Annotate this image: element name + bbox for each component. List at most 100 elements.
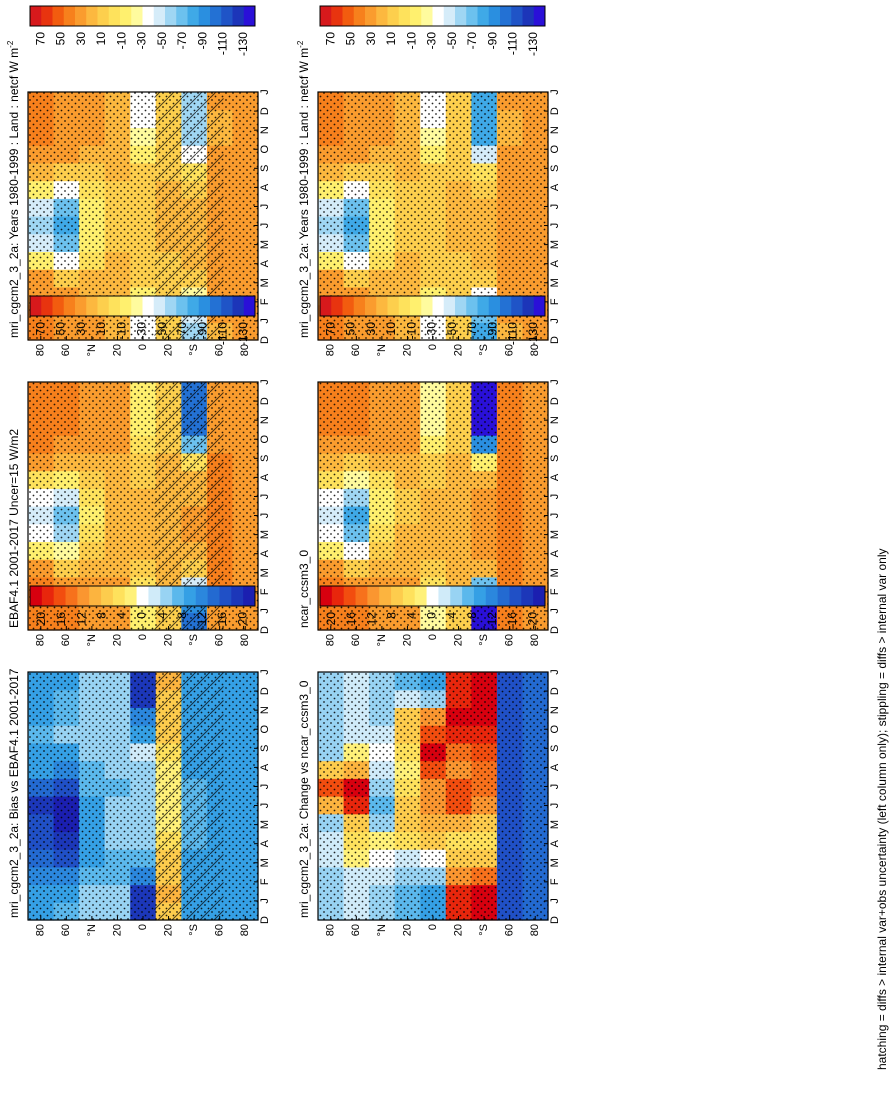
colorbar-label: -70	[465, 322, 479, 340]
colorbar-label: -4	[445, 612, 459, 623]
month-tick-label: D	[259, 687, 271, 695]
month-tick-label: M	[549, 278, 561, 287]
colorbar-label: -30	[425, 322, 439, 340]
lat-tick-label: 20	[453, 634, 465, 646]
month-tick-label: M	[549, 568, 561, 577]
colorbar-swatch	[500, 6, 512, 26]
colorbar-swatch	[387, 296, 400, 316]
month-tick-label: N	[259, 126, 271, 134]
colorbar-label: 16	[344, 612, 358, 626]
month-tick-label: A	[259, 259, 271, 267]
month-tick-label: J	[259, 608, 271, 614]
colorbar-swatch	[488, 6, 501, 26]
month-tick-label: O	[549, 434, 561, 443]
lat-tick-label: °N	[86, 634, 98, 646]
colorbar-swatch	[450, 586, 463, 606]
colorbar-swatch	[365, 296, 377, 316]
month-tick-label: S	[259, 455, 271, 462]
lat-tick-label: °N	[86, 344, 98, 356]
panel-title: mri_cgcm2_3_2a: Change vs ncar_ccsm3_0	[297, 680, 311, 918]
month-tick-label: N	[549, 126, 561, 134]
colorbar-swatch	[522, 296, 535, 316]
colorbar-label: -10	[404, 322, 418, 340]
colorbar-swatch	[477, 296, 490, 316]
month-tick-label: A	[549, 549, 561, 557]
colorbar-swatch	[101, 586, 114, 606]
colorbar-swatch	[120, 296, 132, 316]
colorbar-frame	[319, 5, 546, 27]
colorbar-swatch	[410, 6, 422, 26]
colorbar-swatch	[63, 6, 76, 26]
colorbar-swatch	[462, 586, 475, 606]
colorbar-label: -130	[236, 322, 250, 346]
month-tick-label: A	[549, 259, 561, 267]
month-tick-label: D	[549, 107, 561, 115]
figure-footnote: hatching = diffs > internal var+obs unce…	[875, 548, 889, 1070]
colorbar-swatch	[97, 6, 110, 26]
colorbar-swatch	[221, 296, 233, 316]
colorbar-label: 50	[344, 322, 358, 336]
colorbar-swatch	[30, 6, 42, 26]
month-tick-label: J	[549, 204, 561, 210]
stippling-overlay	[318, 672, 548, 920]
colorbar-label: 8	[94, 612, 108, 619]
colorbar-label: -10	[114, 322, 128, 340]
colorbar-swatch	[86, 6, 98, 26]
colorbar-label: -50	[155, 322, 169, 340]
month-tick-label: J	[549, 784, 561, 790]
colorbar-swatch	[160, 586, 173, 606]
colorbar-label: -30	[135, 322, 149, 340]
colorbar-label: -30	[135, 32, 149, 50]
colorbar-swatch	[131, 296, 143, 316]
colorbar-label: 12	[364, 612, 378, 626]
colorbar-label: -8	[175, 612, 189, 623]
colorbar-swatch	[53, 586, 66, 606]
month-tick-label: D	[549, 687, 561, 695]
lat-tick-label: 80	[239, 924, 251, 936]
lat-tick-label: 60	[214, 634, 226, 646]
colorbar-swatch	[231, 586, 244, 606]
month-tick-label: F	[549, 298, 561, 305]
colorbar-label: -50	[445, 32, 459, 50]
colorbar-swatch	[108, 296, 121, 316]
colorbar-swatch	[533, 296, 546, 316]
colorbar-swatch	[187, 296, 200, 316]
colorbar-swatch	[511, 296, 523, 316]
lat-tick-label: 60	[350, 634, 362, 646]
colorbar-swatch	[243, 6, 256, 26]
lat-tick-label: 20	[401, 344, 413, 356]
colorbar-label: -50	[445, 322, 459, 340]
panel-title: ncar_ccsm3_0	[297, 550, 311, 628]
lat-tick-label: 60	[60, 634, 72, 646]
month-tick-label: M	[259, 858, 271, 867]
month-tick-label: J	[549, 494, 561, 500]
colorbar-label: -70	[175, 32, 189, 50]
colorbar-label: 0	[135, 612, 149, 619]
hatching-overlay	[154, 672, 224, 920]
lat-tick-label: °S	[188, 344, 200, 356]
colorbar-swatch	[195, 586, 209, 606]
colorbar-swatch	[421, 296, 433, 316]
colorbar-swatch	[41, 586, 55, 606]
lat-tick-label: 60	[350, 924, 362, 936]
lat-tick-label: °N	[376, 344, 388, 356]
colorbar-swatch	[219, 586, 232, 606]
colorbar-label: -90	[195, 32, 209, 50]
month-tick-label: A	[549, 183, 561, 191]
colorbar-swatch	[343, 586, 356, 606]
lat-tick-label: 0	[137, 344, 149, 350]
month-tick-label: M	[549, 820, 561, 829]
colorbar-label: 70	[33, 32, 47, 46]
colorbar-label: -130	[526, 322, 540, 346]
lat-tick-label: °N	[376, 634, 388, 646]
month-tick-label: F	[259, 878, 271, 885]
colorbar-swatch	[136, 586, 149, 606]
colorbar-frame	[319, 585, 546, 607]
colorbar-swatch	[232, 296, 245, 316]
colorbar-label: 70	[33, 322, 47, 336]
month-tick-label: O	[549, 144, 561, 153]
colorbar-swatch	[30, 586, 43, 606]
month-tick-label: M	[259, 530, 271, 539]
month-tick-label: A	[259, 549, 271, 557]
